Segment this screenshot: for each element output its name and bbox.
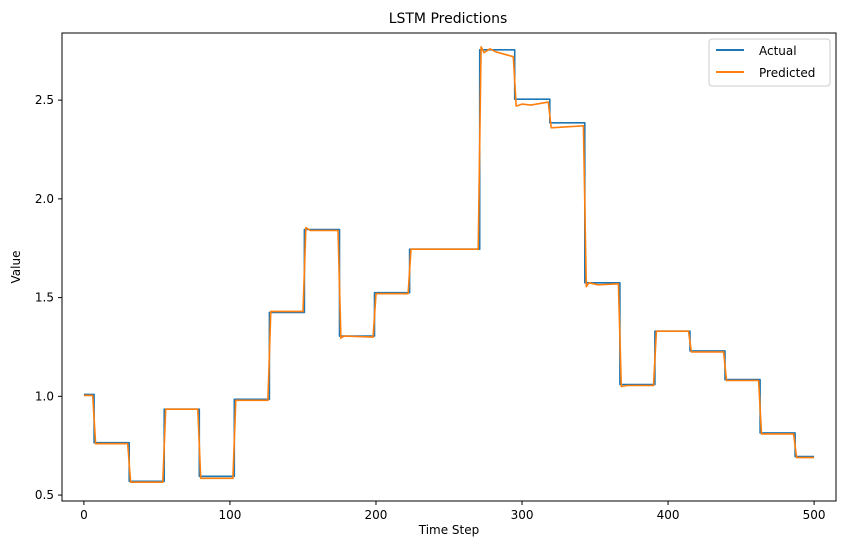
legend: Actual Predicted: [708, 38, 831, 87]
x-tick-label: 200: [365, 508, 388, 522]
x-tick-label: 400: [657, 508, 680, 522]
y-tick-label: 2.0: [35, 192, 54, 206]
legend-label-predicted: Predicted: [759, 66, 815, 80]
series-line-predicted: [83, 45, 815, 484]
y-tick-label: 1.0: [35, 389, 54, 403]
x-tick-label: 500: [803, 508, 826, 522]
chart-title: LSTM Predictions: [389, 11, 508, 27]
y-tick-label: 1.5: [35, 291, 54, 305]
y-tick-label: 0.5: [35, 488, 54, 502]
y-tick-label: 2.5: [35, 93, 54, 107]
x-tick-label: 0: [80, 508, 88, 522]
y-axis-title: Value: [9, 251, 23, 284]
x-tick-label: 100: [218, 508, 241, 522]
x-tick-label: 300: [511, 508, 534, 522]
plot-frame: [61, 32, 837, 502]
legend-label-actual: Actual: [759, 44, 797, 58]
x-axis-title: Time Step: [418, 523, 480, 537]
series-line-actual: [83, 48, 815, 483]
